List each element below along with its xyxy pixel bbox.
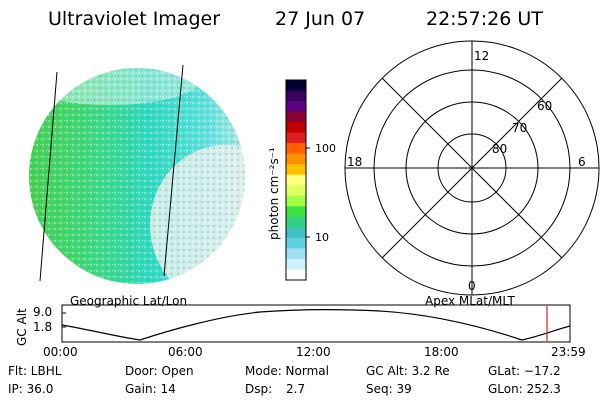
gain-status: Gain: 14 (125, 382, 176, 396)
track-y-tick-9: 9.0 (33, 305, 53, 319)
polar-lat-60: 60 (537, 99, 552, 113)
color-scale-band (286, 90, 306, 102)
track-x-tick-1800: 18:00 (424, 345, 459, 359)
color-scale-band (286, 80, 306, 92)
orbit-altitude-curve (62, 309, 570, 341)
terminator-line-right (163, 64, 184, 277)
color-scale-bar (286, 80, 306, 281)
dsp-value: 2.7 (286, 382, 306, 396)
color-scale-band (286, 101, 306, 113)
colorbar-tick-100: 100 (315, 142, 336, 155)
color-scale-frame (285, 79, 307, 281)
observation-time: 22:57:26 UT (426, 8, 543, 30)
polar-mlt-0: 0 (468, 279, 476, 293)
color-scale-band (286, 174, 306, 186)
track-y-axis-label: GC Alt (15, 308, 29, 346)
geo-lat-status: GLat: −17.2 (488, 364, 561, 378)
color-scale-band (286, 237, 306, 249)
track-x-tick-1200: 12:00 (296, 345, 331, 359)
color-scale-band (286, 269, 306, 281)
filter-status: Flt: LBHL (8, 364, 62, 378)
terminator-line-left (39, 71, 58, 282)
color-scale-band (286, 248, 306, 260)
color-scale-band (286, 164, 306, 176)
color-scale-band (286, 258, 306, 270)
color-scale-band (286, 143, 306, 155)
color-scale-band (286, 185, 306, 197)
colorbar-unit-label: photon cm⁻²s⁻¹ (267, 147, 281, 240)
polar-lat-80: 80 (492, 142, 507, 156)
polar-lat-70: 70 (512, 121, 527, 135)
door-status: Door: Open (125, 364, 194, 378)
gc-alt-status: GC Alt: 3.2 Re (366, 364, 450, 378)
track-y-tick-1-8: 1.8 (33, 320, 53, 334)
dsp-label: Dsp: (245, 382, 273, 396)
track-x-tick-2359: 23:59 (551, 345, 586, 359)
observation-date: 27 Jun 07 (275, 8, 366, 30)
colorbar-tick-10: 10 (315, 231, 329, 244)
polar-mlt-6: 6 (578, 155, 586, 169)
mode-status: Mode: Normal (245, 364, 329, 378)
color-scale-band (286, 216, 306, 228)
geo-lon-status: GLon: 252.3 (488, 382, 561, 396)
color-scale-band (286, 206, 306, 218)
sequence-status: Seq: 39 (366, 382, 412, 396)
polar-mlt-12: 12 (474, 49, 489, 63)
instrument-title: Ultraviolet Imager (48, 8, 221, 30)
color-scale-band (286, 195, 306, 207)
color-scale-band (286, 111, 306, 123)
color-scale-band (286, 122, 306, 134)
color-scale-band (286, 132, 306, 144)
polar-mlt-18: 18 (347, 155, 362, 169)
track-left-title: Geographic Lat/Lon (70, 294, 188, 308)
ip-status: IP: 36.0 (8, 382, 54, 396)
orbit-track-frame (61, 304, 571, 343)
track-x-tick-0600: 06:00 (168, 345, 203, 359)
color-scale-band (286, 153, 306, 165)
track-x-tick-0000: 00:00 (43, 345, 78, 359)
polar-grid (344, 40, 600, 296)
earth-uv-disk (29, 68, 245, 284)
track-right-title: Apex MLat/MLT (425, 294, 515, 308)
color-scale-band (286, 227, 306, 239)
